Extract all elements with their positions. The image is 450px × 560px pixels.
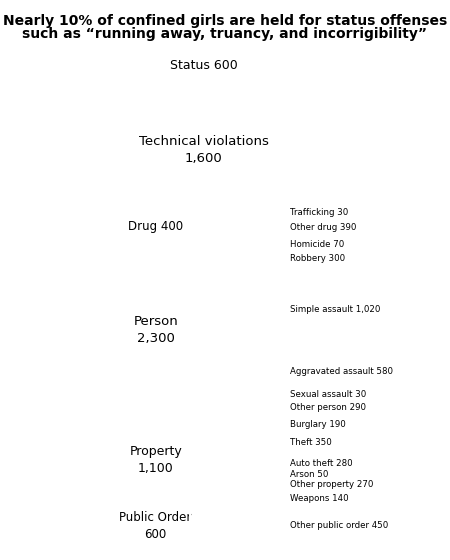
Text: Girls: Girls [34,250,92,270]
Text: Weapons 140: Weapons 140 [290,493,349,503]
Text: 6,600: 6,600 [23,324,103,348]
Text: Person
2,300: Person 2,300 [133,315,178,345]
Text: Arson 50: Arson 50 [290,469,328,479]
Text: Sexual assault 30: Sexual assault 30 [290,390,366,399]
Text: Nearly 10% of confined girls are held for status offenses: Nearly 10% of confined girls are held fo… [3,14,447,28]
Text: Homicide 70: Homicide 70 [290,240,345,249]
Text: Auto theft 280: Auto theft 280 [290,459,353,468]
Text: Other public order 450: Other public order 450 [290,521,388,530]
Text: Trafficking 30: Trafficking 30 [290,208,348,217]
Text: Other person 290: Other person 290 [290,403,366,412]
Text: Other drug 390: Other drug 390 [290,223,356,232]
Text: Technical violations
1,600: Technical violations 1,600 [139,134,268,165]
Text: such as “running away, truancy, and incorrigibility”: such as “running away, truancy, and inco… [22,27,427,41]
Text: Aggravated assault 580: Aggravated assault 580 [290,367,393,376]
Text: Status 600: Status 600 [170,59,237,72]
Text: Property
1,100: Property 1,100 [129,446,182,475]
Text: Drug 400: Drug 400 [128,220,183,233]
Text: Other property 270: Other property 270 [290,480,374,489]
Text: Burglary 190: Burglary 190 [290,420,346,429]
Text: Simple assault 1,020: Simple assault 1,020 [290,305,381,314]
Text: in juvenile facilities: in juvenile facilities [9,291,117,300]
Text: Robbery 300: Robbery 300 [290,254,346,263]
Text: Public Order
600: Public Order 600 [120,511,192,541]
Text: Theft 350: Theft 350 [290,438,332,447]
